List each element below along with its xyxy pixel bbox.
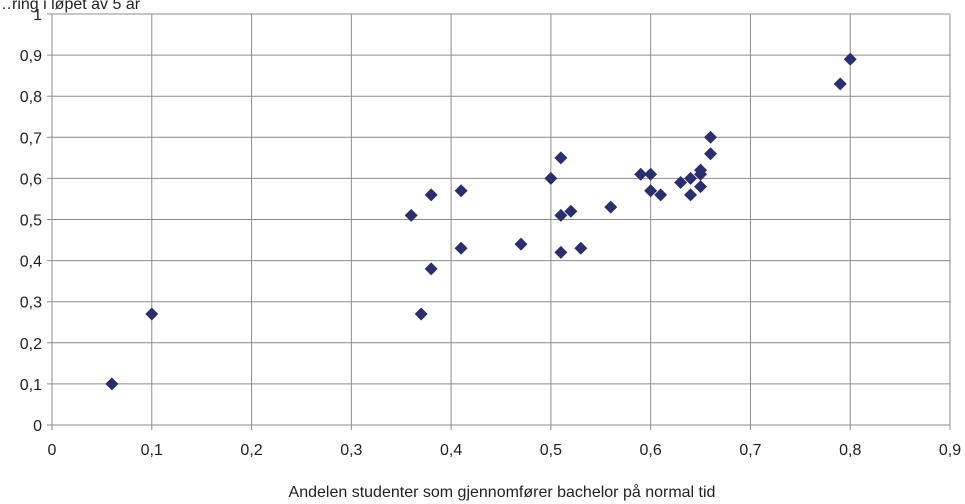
data-point <box>554 245 568 259</box>
data-point <box>634 167 648 181</box>
data-point <box>514 237 528 251</box>
x-axis-title: Andelen studenter som gjennomfører bache… <box>289 483 716 501</box>
x-tick-label: 0,2 <box>240 442 262 459</box>
y-tick-label: 0,4 <box>20 254 42 271</box>
data-point <box>454 241 468 255</box>
x-tick-label: 0,6 <box>640 442 662 459</box>
y-tick-label: 0,1 <box>20 377 42 394</box>
x-tick-label: 0,7 <box>739 442 761 459</box>
grid <box>52 13 951 425</box>
data-points <box>105 52 857 391</box>
y-axis-title-partial: …ring i løpet av 5 år <box>0 0 141 13</box>
data-point <box>454 184 468 198</box>
data-point <box>145 307 159 321</box>
data-point <box>644 167 658 181</box>
x-tick-label: 0,9 <box>939 442 961 459</box>
data-point <box>654 188 668 202</box>
data-point <box>704 147 718 161</box>
data-point <box>674 176 688 190</box>
data-point <box>704 130 718 144</box>
x-tick-label: 0 <box>48 442 57 459</box>
data-point <box>684 171 698 185</box>
data-point <box>604 200 618 214</box>
data-point <box>694 180 708 194</box>
data-point <box>843 52 857 66</box>
y-tick-label: 0,6 <box>20 171 42 188</box>
x-tick-label: 0,3 <box>340 442 362 459</box>
y-tick-label: 0 <box>33 418 42 435</box>
x-axis-ticks: 0 0,1 0,2 0,3 0,4 0,5 0,6 0,7 0,8 0,9 <box>48 425 961 459</box>
y-tick-label: 1 <box>33 7 42 24</box>
y-tick-label: 0,9 <box>20 48 42 65</box>
data-point <box>833 77 847 91</box>
x-tick-label: 0,5 <box>540 442 562 459</box>
data-point <box>574 241 588 255</box>
data-point <box>414 307 428 321</box>
y-tick-label: 0,8 <box>20 89 42 106</box>
data-point <box>424 262 438 276</box>
x-tick-label: 0,1 <box>141 442 163 459</box>
y-tick-label: 0,7 <box>20 130 42 147</box>
y-tick-label: 0,2 <box>20 336 42 353</box>
data-point <box>554 208 568 222</box>
data-point <box>694 163 708 177</box>
y-tick-label: 0,5 <box>20 213 42 230</box>
data-point <box>564 204 578 218</box>
data-point <box>644 184 658 198</box>
y-axis-ticks: 0 0,1 0,2 0,3 0,4 0,5 0,6 0,7 0,8 0,9 1 <box>20 7 52 435</box>
y-tick-label: 0,3 <box>20 295 42 312</box>
x-tick-label: 0,4 <box>440 442 462 459</box>
data-point <box>404 208 418 222</box>
data-point <box>554 151 568 165</box>
x-tick-label: 0,8 <box>839 442 861 459</box>
data-point <box>424 188 438 202</box>
data-point <box>544 171 558 185</box>
data-point <box>684 188 698 202</box>
data-point <box>105 377 119 391</box>
